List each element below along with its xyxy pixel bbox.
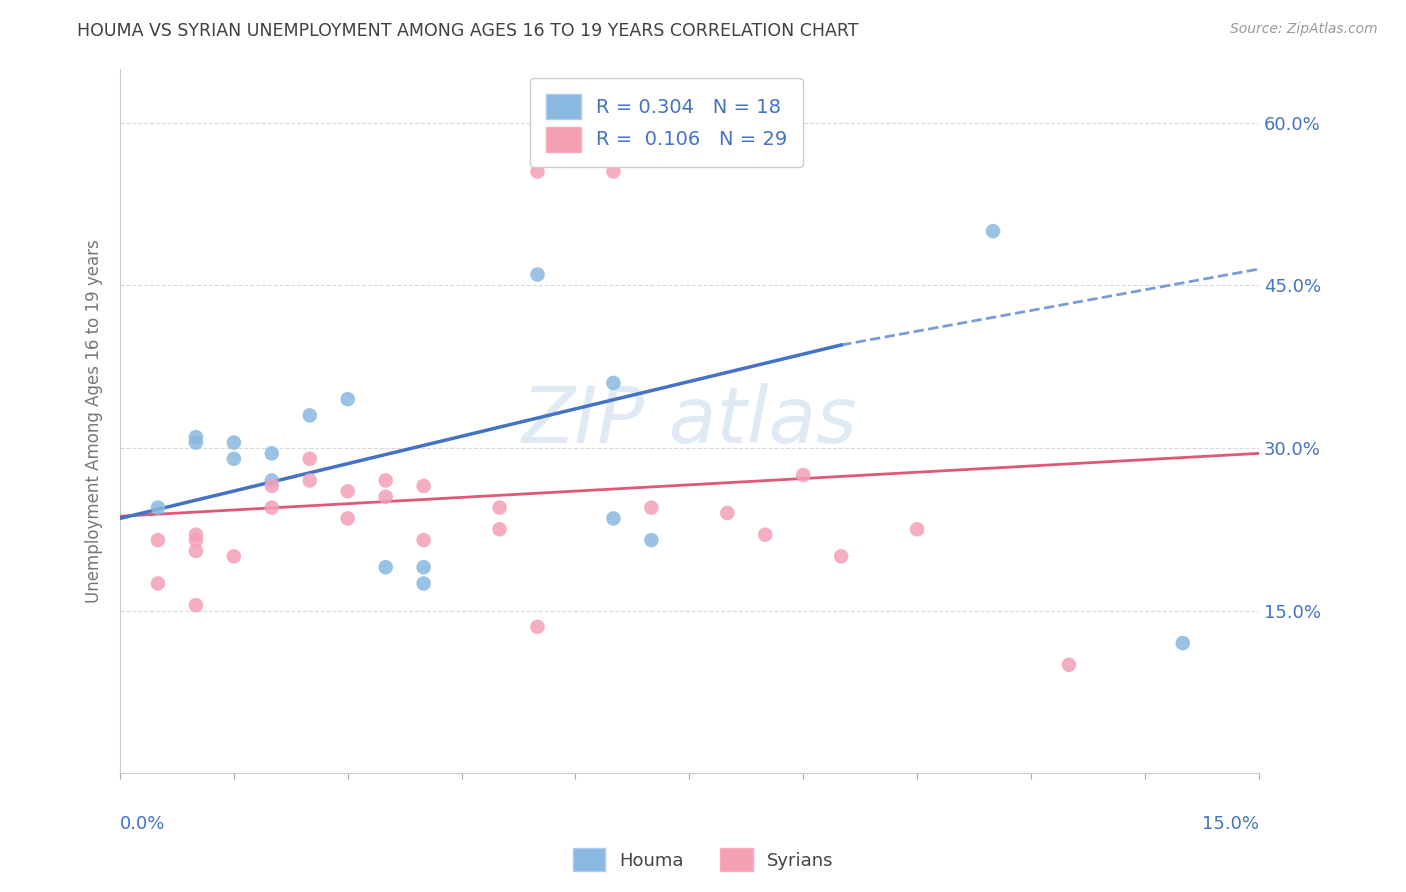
Point (526, 164, 548, 178)
Legend: R = 0.304   N = 18, R =  0.106   N = 29: R = 0.304 N = 18, R = 0.106 N = 29 (530, 78, 803, 167)
Text: 0.0%: 0.0% (120, 815, 166, 833)
Point (602, 511, 624, 525)
Point (184, 544, 207, 558)
Point (488, 500, 510, 515)
Text: 15.0%: 15.0% (1202, 815, 1258, 833)
Point (981, 224, 1004, 238)
Text: HOUMA VS SYRIAN UNEMPLOYMENT AMONG AGES 16 TO 19 YEARS CORRELATION CHART: HOUMA VS SYRIAN UNEMPLOYMENT AMONG AGES … (77, 22, 859, 40)
Point (184, 598, 207, 612)
Point (754, 527, 776, 541)
Point (640, 500, 662, 515)
Point (336, 392, 359, 407)
Point (260, 500, 283, 515)
Point (298, 409, 321, 423)
Point (830, 549, 852, 564)
Legend: Houma, Syrians: Houma, Syrians (565, 841, 841, 879)
Point (374, 490, 396, 504)
Point (1171, 636, 1194, 650)
Point (184, 430, 207, 444)
Point (526, 620, 548, 634)
Point (602, 376, 624, 390)
Point (488, 522, 510, 536)
Point (298, 474, 321, 488)
Text: Source: ZipAtlas.com: Source: ZipAtlas.com (1230, 22, 1378, 37)
Point (298, 451, 321, 466)
Point (146, 500, 169, 515)
Point (222, 549, 245, 564)
Point (716, 506, 738, 520)
Text: ZIP atlas: ZIP atlas (522, 383, 858, 458)
Point (374, 560, 396, 574)
Point (1057, 657, 1080, 672)
Point (336, 484, 359, 499)
Point (412, 576, 434, 591)
Point (602, 164, 624, 178)
Point (146, 576, 169, 591)
Point (260, 474, 283, 488)
Point (374, 474, 396, 488)
Point (526, 268, 548, 282)
Point (412, 479, 434, 493)
Point (640, 533, 662, 548)
Point (184, 527, 207, 541)
Point (222, 451, 245, 466)
Point (412, 533, 434, 548)
Point (905, 522, 928, 536)
Point (260, 479, 283, 493)
Point (146, 533, 169, 548)
Y-axis label: Unemployment Among Ages 16 to 19 years: Unemployment Among Ages 16 to 19 years (86, 239, 103, 603)
Point (412, 560, 434, 574)
Point (184, 435, 207, 450)
Point (222, 435, 245, 450)
Point (184, 533, 207, 548)
Point (792, 468, 814, 483)
Point (260, 446, 283, 460)
Point (336, 511, 359, 525)
